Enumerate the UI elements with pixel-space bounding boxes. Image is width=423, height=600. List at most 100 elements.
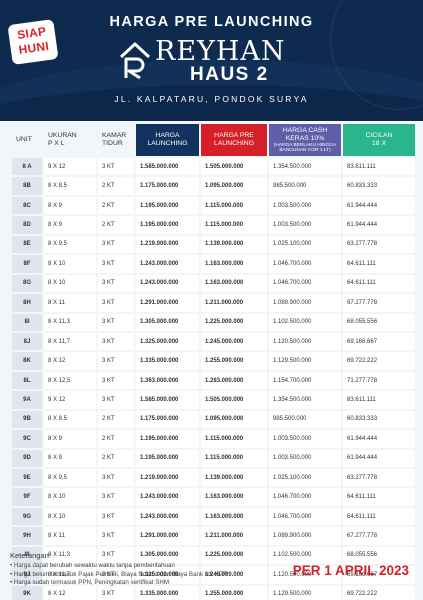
size-cell: 8 X 9 bbox=[44, 194, 96, 215]
launch-price-cell: 1.291.000.000 bbox=[136, 292, 199, 312]
unit-cell: 8C bbox=[12, 194, 42, 215]
launch-price-cell: 1.305.000.000 bbox=[136, 544, 199, 565]
size-cell: 8 X 11,7 bbox=[44, 564, 96, 584]
launch-price-cell: 1.243.000.000 bbox=[136, 505, 199, 526]
note-item: • Harga sudah termasuk PPN, Peningkatan … bbox=[10, 579, 169, 586]
size-cell: 8 X 9 bbox=[44, 214, 96, 234]
prelaunch-price-cell: 1.139.000.000 bbox=[201, 467, 267, 487]
launch-price-cell: 1.585.000.000 bbox=[136, 389, 199, 409]
table-row: 8K 8 X 12 3 KT 1.335.000.000 1.255.000.000 1.… bbox=[12, 350, 415, 370]
prelaunch-price-cell: 1.255.000.000 bbox=[201, 350, 267, 370]
installment-cell: 61.944.444 bbox=[343, 214, 415, 234]
prelaunch-price-cell: 1.245.000.000 bbox=[201, 330, 267, 351]
launch-price-cell: 1.291.000.000 bbox=[136, 525, 199, 545]
unit-cell: 8G bbox=[12, 272, 42, 293]
launch-price-cell: 1.195.000.000 bbox=[136, 428, 199, 448]
installment-cell: 64.611.111 bbox=[343, 272, 415, 293]
header-installment: CICILAN 18 X bbox=[343, 124, 415, 156]
installment-cell: 69.722.222 bbox=[343, 583, 415, 600]
header-bedroom: KAMAR TIDUR bbox=[102, 132, 127, 147]
unit-cell: 9G bbox=[12, 505, 42, 526]
bedroom-cell: 3 KT bbox=[98, 369, 134, 390]
installment-cell: 64.611.111 bbox=[343, 486, 415, 506]
cash-price-cell: 1.003.500.000 bbox=[269, 194, 341, 215]
prelaunch-price-cell: 1.211.000.000 bbox=[201, 292, 267, 312]
cash-price-cell: 1.046.700.000 bbox=[269, 505, 341, 526]
prelaunch-price-cell: 1.163.000.000 bbox=[201, 505, 267, 526]
launch-price-cell: 1.243.000.000 bbox=[136, 486, 199, 506]
cash-price-cell: 1.354.500.000 bbox=[269, 389, 341, 409]
cash-note: (HARGA BERLAKU HINGGA BANGUNAN COR 1 LT) bbox=[273, 142, 337, 154]
cash-price-cell: 1.154.700.000 bbox=[269, 369, 341, 390]
unit-cell: 8 A bbox=[12, 156, 42, 176]
cash-price-cell: 1.025.100.000 bbox=[269, 467, 341, 487]
bedroom-cell: 3 KT bbox=[98, 272, 134, 293]
bedroom-cell: 3 KT bbox=[98, 253, 134, 273]
table-row: 8L 8 X 12,5 3 KT 1.363.000.000 1.283.000.000… bbox=[12, 369, 415, 390]
size-cell: 9 X 12 bbox=[44, 156, 96, 176]
bedroom-cell: 3 KT bbox=[98, 156, 134, 176]
unit-cell: 9E bbox=[12, 467, 42, 487]
unit-cell: 9D bbox=[12, 447, 42, 467]
cash-price-cell: 1.102.500.000 bbox=[269, 311, 341, 331]
unit-cell: 8L bbox=[12, 369, 42, 390]
size-cell: 8 X 9 bbox=[44, 428, 96, 448]
cash-price-cell: 1.046.700.000 bbox=[269, 253, 341, 273]
installment-cell: 68.055.556 bbox=[343, 544, 415, 565]
brand-subtitle: HAUS 2 bbox=[190, 64, 269, 85]
prelaunch-price-cell: 1.255.000.000 bbox=[201, 583, 267, 600]
prelaunch-price-cell: 1.225.000.000 bbox=[201, 544, 267, 565]
bedroom-cell: 3 KT bbox=[98, 350, 134, 370]
size-cell: 8 X 10 bbox=[44, 505, 96, 526]
cash-price-cell: 985.500.000 bbox=[269, 175, 341, 195]
launch-price-cell: 1.219.000.000 bbox=[136, 467, 199, 487]
size-cell: 9 X 12 bbox=[44, 389, 96, 409]
bedroom-cell: 2 KT bbox=[98, 428, 134, 448]
bedroom-cell: 3 KT bbox=[98, 583, 134, 600]
cash-price-cell: 1.120.500.000 bbox=[269, 330, 341, 351]
table-row: 9H 8 X 11 3 KT 1.291.000.000 1.211.000.000 1.… bbox=[12, 525, 415, 545]
unit-cell: 9J bbox=[12, 564, 42, 584]
cash-price-cell: 1.102.500.000 bbox=[269, 544, 341, 565]
bedroom-cell: 3 KT bbox=[98, 292, 134, 312]
launch-price-cell: 1.325.000.000 bbox=[136, 330, 199, 351]
table-row: 9E 8 X 9,5 3 KT 1.219.000.000 1.139.000.000 1… bbox=[12, 467, 415, 487]
size-cell: 8 X 12 bbox=[44, 350, 96, 370]
installment-cell: 67.277.778 bbox=[343, 292, 415, 312]
table-row: 8B 8 X 8,5 2 KT 1.175.000.000 1.095.000.000 9… bbox=[12, 175, 415, 195]
bedroom-cell: 3 KT bbox=[98, 330, 134, 351]
bedroom-cell: 3 KT bbox=[98, 505, 134, 526]
cash-price-cell: 1.129.500.000 bbox=[269, 583, 341, 600]
prelaunch-price-cell: 1.139.000.000 bbox=[201, 233, 267, 254]
installment-cell: 63.277.778 bbox=[343, 467, 415, 487]
table-row: 8E 8 X 9,5 3 KT 1.219.000.000 1.139.000.000 1… bbox=[12, 233, 415, 254]
size-cell: 8 X 12,5 bbox=[44, 369, 96, 390]
prelaunch-price-cell: 1.115.000.000 bbox=[201, 214, 267, 234]
size-cell: 8 X 9,5 bbox=[44, 467, 96, 487]
cash-price-cell: 1.120.500.000 bbox=[269, 564, 341, 584]
installment-cell: 63.277.778 bbox=[343, 233, 415, 254]
house-r-logo-icon bbox=[119, 42, 151, 80]
table-row: 9F 8 X 10 3 KT 1.243.000.000 1.163.000.000 1.… bbox=[12, 486, 415, 506]
size-cell: 8 X 9 bbox=[44, 447, 96, 467]
table-row: 8F 8 X 10 3 KT 1.243.000.000 1.163.000.000 1.… bbox=[12, 253, 415, 273]
launch-price-cell: 1.219.000.000 bbox=[136, 233, 199, 254]
page-title: HARGA PRE LAUNCHING bbox=[109, 14, 314, 30]
installment-cell: 64.611.111 bbox=[343, 253, 415, 273]
header-unit: UNIT bbox=[16, 136, 32, 143]
installment-cell: 61.944.444 bbox=[343, 447, 415, 467]
prelaunch-price-cell: 1.283.000.000 bbox=[201, 369, 267, 390]
launch-price-cell: 1.335.000.000 bbox=[136, 583, 199, 600]
prelaunch-price-cell: 1.115.000.000 bbox=[201, 194, 267, 215]
launch-price-cell: 1.363.000.000 bbox=[136, 369, 199, 390]
table-row: 9A 9 X 12 3 KT 1.585.000.000 1.505.000.000 1.… bbox=[12, 389, 415, 409]
size-cell: 8 X 11 bbox=[44, 525, 96, 545]
prelaunch-price-cell: 1.095.000.000 bbox=[201, 408, 267, 429]
table-row: 9B 8 X 8,5 2 KT 1.175.000.000 1.095.000.000 9… bbox=[12, 408, 415, 429]
header-size: UKURAN P X L bbox=[48, 132, 77, 147]
prelaunch-price-cell: 1.505.000.000 bbox=[201, 389, 267, 409]
unit-cell: 9H bbox=[12, 525, 42, 545]
installment-cell: 67.277.778 bbox=[343, 525, 415, 545]
size-cell: 8 X 8,5 bbox=[44, 408, 96, 429]
unit-cell: 8B bbox=[12, 175, 42, 195]
